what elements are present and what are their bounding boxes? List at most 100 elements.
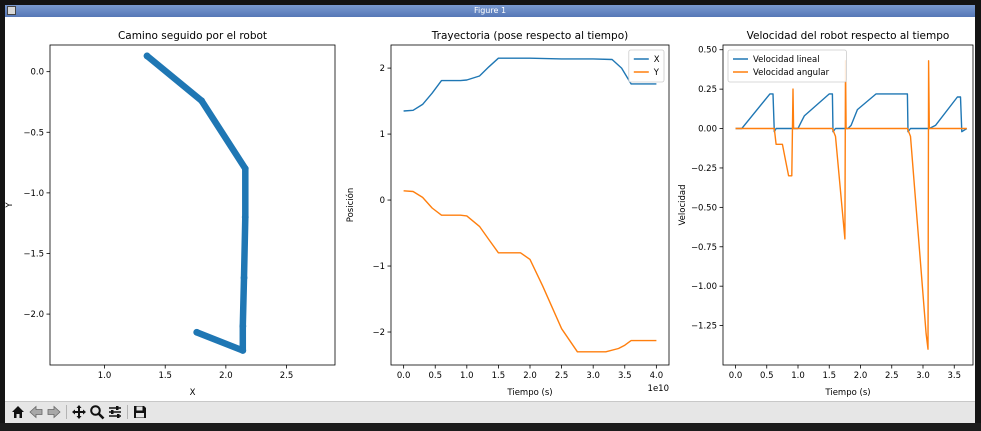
figure-window: Figure 1 Camino seguido por el robot X Y 1.… (5, 5, 975, 423)
subplot-2: Trayectoria (pose respecto al tiempo) Tie… (345, 30, 670, 398)
y-tick-label: 0.00 (698, 125, 717, 135)
navigation-toolbar (5, 401, 975, 423)
x-tick-label: 0.5 (428, 371, 442, 381)
x-tick-label: 4.0 (650, 371, 664, 381)
x-axis-label: X (190, 388, 196, 398)
x-tick-label: 2.5 (885, 371, 899, 381)
axes-frame (722, 44, 974, 366)
window-title: Figure 1 (473, 6, 507, 15)
title-bar: Figure 1 (5, 5, 975, 17)
path-trace (143, 52, 249, 354)
x-tick-label: 0.5 (760, 371, 774, 381)
toolbar-separator (127, 405, 128, 419)
y-tick-label: −0.5 (23, 128, 44, 138)
subplot-3: Velocidad del robot respecto al tiempo Ti… (678, 30, 974, 398)
x-tick-label: 2.0 (219, 371, 233, 381)
arrow-right-icon (47, 405, 61, 419)
path-point (241, 165, 249, 173)
configure-subplots-button[interactable] (107, 404, 123, 420)
x-tick-label: 2.0 (523, 371, 537, 381)
y-tick-label: 1 (380, 130, 385, 140)
pan-button[interactable] (71, 404, 87, 420)
arrow-left-icon (29, 405, 43, 419)
y-tick-label: −1.25 (691, 322, 717, 332)
data-layer (403, 57, 657, 353)
y-tick-label: −0.25 (691, 164, 717, 174)
subplot-1: Camino seguido por el robot X Y 1.0 1.5 2.0 2.… (5, 30, 336, 398)
x-tick-label: 2.5 (280, 371, 294, 381)
x-tick-label: 1.0 (98, 371, 112, 381)
x-tick-label: 1.5 (492, 371, 506, 381)
x-tick-label: 3.5 (618, 371, 632, 381)
x-tick-label: 3.5 (947, 371, 961, 381)
back-button[interactable] (28, 404, 44, 420)
y-axis-label: Velocidad (678, 185, 688, 226)
data-layer (735, 60, 968, 350)
x-tick-label: 1.0 (460, 371, 474, 381)
home-button[interactable] (10, 404, 26, 420)
legend-label: Y (653, 68, 660, 78)
move-icon (72, 405, 86, 419)
path-point (198, 97, 205, 105)
path-point (143, 52, 151, 60)
path-point (240, 274, 248, 282)
magnifier-icon (90, 405, 105, 420)
legend-box (727, 49, 847, 83)
sliders-icon (109, 406, 121, 418)
figure-canvas[interactable]: Camino seguido por el robot X Y 1.0 1.5 2.0 2.… (5, 17, 975, 401)
y-axis-label: Y (5, 202, 15, 209)
legend: XY (628, 49, 665, 83)
path-point (239, 347, 247, 354)
y-tick-label: −0.50 (691, 203, 717, 213)
path-point (239, 322, 247, 330)
chart-title: Camino seguido por el robot (118, 30, 267, 42)
x-tick-label: 1.0 (791, 371, 805, 381)
path-point (193, 328, 201, 336)
legend-label: Velocidad angular (753, 68, 830, 78)
x-tick-label: 0.0 (729, 371, 743, 381)
axes-frame (390, 44, 670, 366)
axes-frame (49, 44, 336, 366)
y-tick-label: −2.0 (23, 310, 44, 320)
y-tick-label: −1.00 (691, 282, 717, 292)
x-tick-label: 0.0 (397, 371, 411, 381)
forward-button[interactable] (46, 404, 62, 420)
y-tick-label: 0.50 (698, 46, 717, 56)
y-tick-label: −1.5 (23, 249, 44, 259)
chart-title: Velocidad del robot respecto al tiempo (747, 30, 950, 42)
series-line-1 (403, 57, 657, 112)
y-tick-label: −2 (372, 328, 385, 338)
x-tick-label: 3.0 (586, 371, 600, 381)
y-tick-label: −1.0 (23, 189, 44, 199)
x-tick-label: 1.5 (158, 371, 172, 381)
y-tick-label: 0.0 (30, 68, 44, 78)
legend: Velocidad lineal Velocidad angular (727, 49, 847, 83)
toolbar-separator (66, 405, 67, 419)
zoom-button[interactable] (89, 404, 105, 420)
series-line-1 (735, 93, 968, 133)
y-tick-label: 0 (380, 196, 385, 206)
y-tick-label: −1 (372, 262, 385, 272)
x-tick-label: 2.0 (854, 371, 868, 381)
y-tick-label: 2 (380, 64, 385, 74)
floppy-disk-icon (134, 406, 146, 418)
legend-label: Velocidad lineal (753, 55, 820, 65)
x-axis-label: Tiempo (s) (824, 388, 870, 398)
data-layer (143, 52, 249, 354)
x-tick-label: 1.5 (822, 371, 836, 381)
y-tick-label: 0.25 (698, 85, 717, 95)
path-point (241, 213, 249, 221)
legend-box (628, 49, 665, 83)
desktop-edge (0, 423, 981, 431)
y-tick-label: −0.75 (691, 243, 717, 253)
x-axis-label: Tiempo (s) (506, 388, 552, 398)
series-line-2 (735, 60, 967, 350)
save-button[interactable] (132, 404, 148, 420)
chart-title: Trayectoria (pose respecto al tiempo) (431, 30, 628, 42)
home-icon (12, 406, 24, 418)
x-tick-label: 2.5 (555, 371, 569, 381)
window-icon[interactable] (7, 6, 16, 15)
x-offset-label: 1e10 (648, 384, 669, 394)
series-line-2 (403, 190, 657, 353)
